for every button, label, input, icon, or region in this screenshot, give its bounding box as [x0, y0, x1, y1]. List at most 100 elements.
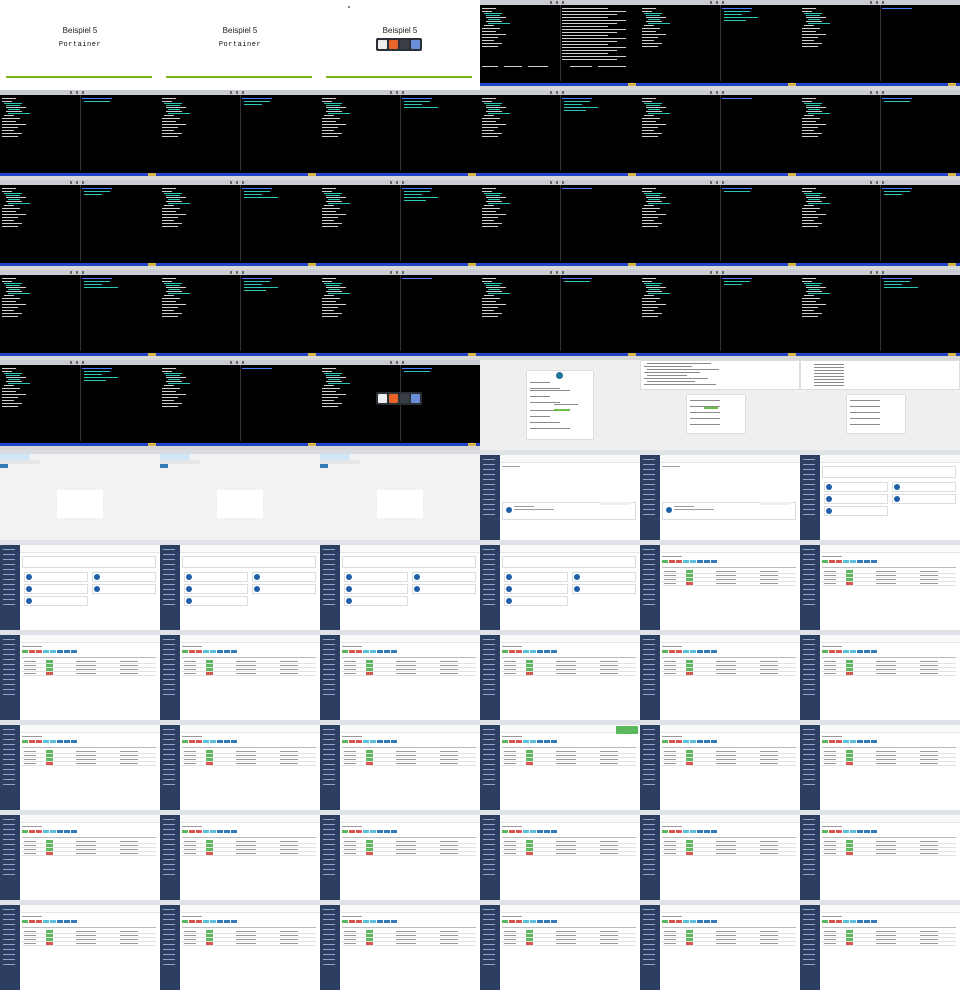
document-icon[interactable] [378, 40, 387, 49]
action-button[interactable] [690, 920, 696, 923]
action-button[interactable] [196, 650, 202, 653]
table-row[interactable] [822, 585, 956, 586]
table-row[interactable] [502, 945, 636, 946]
password-field[interactable] [160, 462, 200, 464]
table-row[interactable] [342, 667, 476, 668]
password-field[interactable] [0, 462, 40, 464]
action-button[interactable] [224, 650, 230, 653]
table-row[interactable] [502, 765, 636, 766]
table-row[interactable] [342, 671, 476, 672]
action-button[interactable] [683, 560, 689, 563]
dashboard-tile[interactable] [504, 596, 568, 606]
action-button[interactable] [711, 560, 717, 563]
action-button[interactable] [697, 740, 703, 743]
table-row[interactable] [342, 933, 476, 934]
table-row[interactable] [342, 753, 476, 754]
action-button[interactable] [850, 650, 856, 653]
action-button[interactable] [690, 830, 696, 833]
dashboard-tile[interactable] [824, 482, 888, 492]
document-icon[interactable] [378, 394, 387, 403]
action-button[interactable] [836, 650, 842, 653]
action-button[interactable] [683, 920, 689, 923]
action-button[interactable] [530, 830, 536, 833]
action-button[interactable] [349, 920, 355, 923]
action-button[interactable] [384, 650, 390, 653]
table-row[interactable] [502, 675, 636, 676]
table-row[interactable] [502, 663, 636, 664]
action-button[interactable] [370, 830, 376, 833]
action-button[interactable] [697, 560, 703, 563]
action-button[interactable] [857, 740, 863, 743]
table-row[interactable] [822, 663, 956, 664]
table-row[interactable] [822, 855, 956, 856]
action-button[interactable] [704, 920, 710, 923]
action-button[interactable] [43, 920, 49, 923]
table-row[interactable] [182, 843, 316, 844]
action-button[interactable] [36, 830, 42, 833]
action-button[interactable] [349, 650, 355, 653]
action-button[interactable] [57, 650, 63, 653]
username-field[interactable] [160, 460, 200, 462]
dashboard-tile[interactable] [24, 584, 88, 594]
table-row[interactable] [822, 941, 956, 942]
action-button[interactable] [850, 560, 856, 563]
table-row[interactable] [182, 757, 316, 758]
table-row[interactable] [662, 933, 796, 934]
action-button[interactable] [544, 920, 550, 923]
action-button[interactable] [551, 650, 557, 653]
action-button[interactable] [829, 650, 835, 653]
action-button[interactable] [836, 560, 842, 563]
action-button[interactable] [36, 740, 42, 743]
action-button[interactable] [356, 920, 362, 923]
action-button[interactable] [377, 650, 383, 653]
action-button[interactable] [669, 920, 675, 923]
table-row[interactable] [662, 585, 796, 586]
table-row[interactable] [182, 847, 316, 848]
username-field[interactable] [320, 460, 360, 462]
table-row[interactable] [822, 671, 956, 672]
action-button[interactable] [71, 740, 77, 743]
action-button[interactable] [29, 920, 35, 923]
table-row[interactable] [822, 667, 956, 668]
table-row[interactable] [822, 577, 956, 578]
action-button[interactable] [363, 650, 369, 653]
action-button[interactable] [822, 560, 828, 563]
action-button[interactable] [697, 830, 703, 833]
table-row[interactable] [22, 671, 156, 672]
files-icon[interactable] [411, 40, 420, 49]
action-button[interactable] [676, 560, 682, 563]
action-button[interactable] [843, 830, 849, 833]
table-row[interactable] [182, 933, 316, 934]
table-row[interactable] [822, 945, 956, 946]
table-row[interactable] [342, 675, 476, 676]
table-row[interactable] [662, 851, 796, 852]
table-row[interactable] [342, 855, 476, 856]
search-input[interactable] [600, 502, 630, 505]
action-button[interactable] [217, 830, 223, 833]
action-button[interactable] [391, 740, 397, 743]
action-button[interactable] [29, 830, 35, 833]
action-button[interactable] [871, 740, 877, 743]
table-row[interactable] [662, 573, 796, 574]
action-button[interactable] [829, 920, 835, 923]
action-button[interactable] [64, 830, 70, 833]
action-button[interactable] [203, 920, 209, 923]
action-button[interactable] [203, 740, 209, 743]
table-row[interactable] [502, 847, 636, 848]
action-button[interactable] [210, 920, 216, 923]
action-button[interactable] [704, 650, 710, 653]
action-button[interactable] [711, 740, 717, 743]
action-button[interactable] [843, 650, 849, 653]
table-row[interactable] [342, 663, 476, 664]
terminal-icon[interactable] [400, 394, 409, 403]
action-button[interactable] [384, 740, 390, 743]
action-button[interactable] [502, 740, 508, 743]
action-button[interactable] [502, 650, 508, 653]
action-button[interactable] [822, 920, 828, 923]
dashboard-tile[interactable] [92, 572, 156, 582]
action-button[interactable] [662, 920, 668, 923]
dashboard-tile[interactable] [504, 584, 568, 594]
action-button[interactable] [843, 560, 849, 563]
table-row[interactable] [662, 765, 796, 766]
action-button[interactable] [377, 830, 383, 833]
